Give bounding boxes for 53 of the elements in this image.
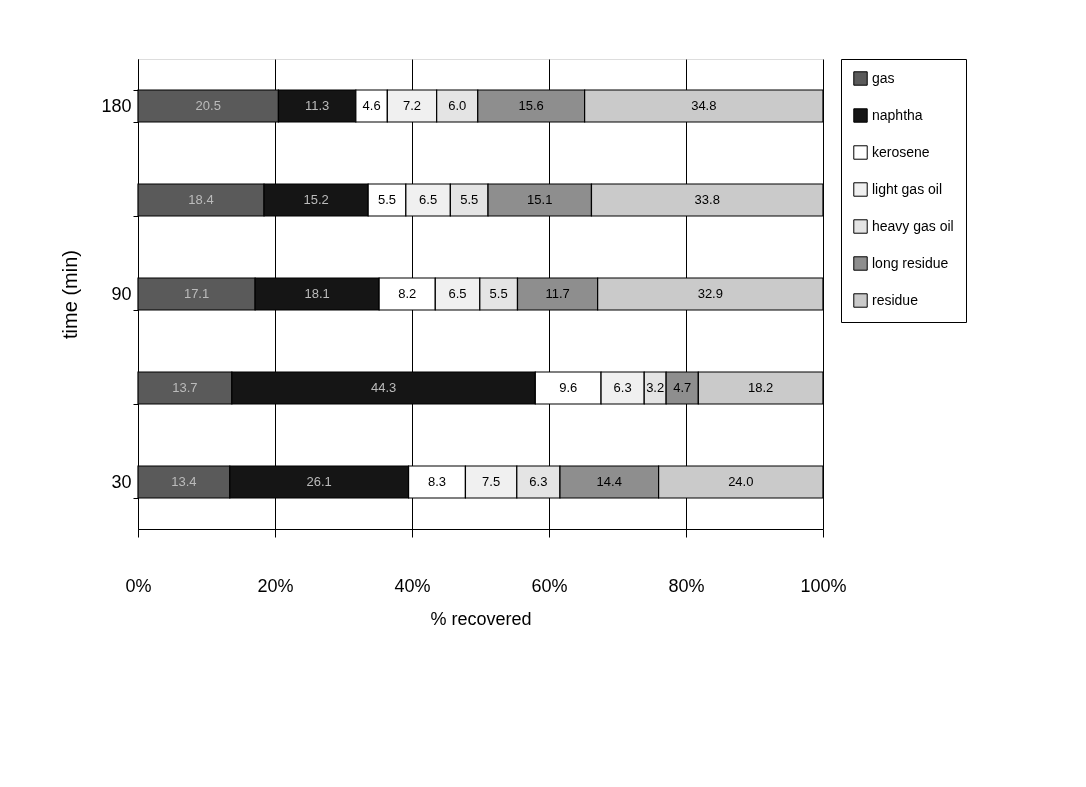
y-tick-label: 180 (101, 95, 132, 116)
data-label: 13.4 (171, 474, 197, 489)
data-label: 5.5 (377, 192, 397, 207)
legend-label: long residue (872, 254, 949, 271)
legend-label: kerosene (872, 143, 930, 160)
x-tick-label: 20% (257, 575, 294, 596)
data-label: 15.2 (303, 192, 329, 207)
y-tick-label: 30 (111, 471, 132, 492)
data-label: 11.7 (545, 286, 570, 301)
x-tick-label: 80% (668, 575, 705, 596)
data-label: 3.2 (646, 380, 665, 395)
data-label: 6.5 (419, 192, 438, 207)
data-label: 24.0 (728, 474, 754, 489)
data-label: 8.2 (398, 286, 417, 301)
legend-label: heavy gas oil (872, 217, 954, 234)
data-label: 26.1 (306, 474, 332, 489)
data-label: 34.8 (691, 98, 717, 113)
data-label: 7.2 (402, 98, 422, 113)
data-label: 15.1 (527, 192, 553, 207)
x-tick-label: 0% (125, 575, 152, 596)
data-label: 15.6 (518, 98, 544, 113)
data-label: 14.4 (596, 474, 622, 489)
data-label: 6.0 (448, 98, 467, 113)
data-label: 13.7 (172, 380, 198, 395)
legend-label: naphtha (872, 106, 923, 123)
data-label: 32.9 (697, 286, 723, 301)
x-tick-label: 100% (800, 575, 847, 596)
data-label: 4.7 (673, 380, 692, 395)
legend-label: gas (872, 69, 895, 86)
x-tick-label: 60% (531, 575, 568, 596)
x-tick-label: 40% (394, 575, 431, 596)
data-label: 20.5 (195, 98, 221, 113)
data-label: 9.6 (559, 380, 578, 395)
data-label: 5.5 (489, 286, 508, 301)
data-label: 6.5 (448, 286, 467, 301)
x-axis-title: % recovered (430, 608, 532, 629)
data-label: 6.3 (613, 380, 632, 395)
data-label: 6.3 (529, 474, 548, 489)
data-label: 4.6 (362, 98, 381, 113)
data-label: 18.2 (748, 380, 774, 395)
y-tick-label: 90 (111, 283, 132, 304)
data-label: 5.5 (460, 192, 479, 207)
data-label: 18.1 (304, 286, 330, 301)
data-label: 8.3 (427, 474, 447, 489)
data-label: 44.3 (370, 380, 397, 395)
data-label: 33.8 (694, 192, 720, 207)
data-label: 17.1 (183, 286, 210, 301)
y-axis-title: time (min) (59, 250, 82, 339)
data-label: 11.3 (304, 98, 330, 113)
legend-label: light gas oil (872, 180, 943, 197)
legend-label: residue (872, 291, 919, 308)
data-label: 18.4 (188, 192, 214, 207)
data-label: 7.5 (482, 474, 501, 489)
